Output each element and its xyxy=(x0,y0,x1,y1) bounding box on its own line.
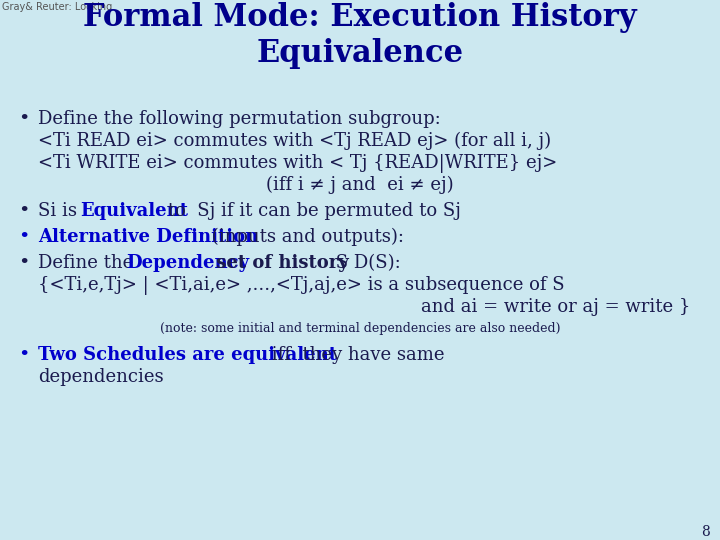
Text: set of history: set of history xyxy=(210,254,348,272)
Text: •: • xyxy=(18,202,30,220)
Text: (note: some initial and terminal dependencies are also needed): (note: some initial and terminal depende… xyxy=(160,322,560,335)
Text: {<Ti,e,Tj> | <Ti,ai,e> ,...,<Tj,aj,e> is a subsequence of S: {<Ti,e,Tj> | <Ti,ai,e> ,...,<Tj,aj,e> is… xyxy=(38,276,564,295)
Text: •: • xyxy=(18,228,30,246)
Text: Si is: Si is xyxy=(38,202,83,220)
Text: (inputs and outputs):: (inputs and outputs): xyxy=(206,228,404,246)
Text: (iff i ≠ j and  ei ≠ ej): (iff i ≠ j and ei ≠ ej) xyxy=(266,176,454,194)
Text: S D(S):: S D(S): xyxy=(330,254,401,272)
Text: <Ti READ ei> commutes with <Tj READ ej> (for all i, j): <Ti READ ei> commutes with <Tj READ ej> … xyxy=(38,132,551,150)
Text: Two Schedules are equivalent: Two Schedules are equivalent xyxy=(38,346,337,364)
Text: <Ti WRITE ei> commutes with < Tj {READ|WRITE} ej>: <Ti WRITE ei> commutes with < Tj {READ|W… xyxy=(38,154,557,173)
Text: to  Sj if it can be permuted to Sj: to Sj if it can be permuted to Sj xyxy=(162,202,461,220)
Text: 8: 8 xyxy=(701,525,710,539)
Text: Define the following permutation subgroup:: Define the following permutation subgrou… xyxy=(38,110,441,128)
Text: Alternative Definition: Alternative Definition xyxy=(38,228,258,246)
Text: •: • xyxy=(18,254,30,272)
Text: Formal Mode: Execution History: Formal Mode: Execution History xyxy=(84,2,636,33)
Text: dependencies: dependencies xyxy=(38,368,163,386)
Text: iff  they have same: iff they have same xyxy=(266,346,444,364)
Text: Gray& Reuter: Locking: Gray& Reuter: Locking xyxy=(2,2,112,12)
Text: •: • xyxy=(18,346,30,364)
Text: •: • xyxy=(18,110,30,128)
Text: Equivalent: Equivalent xyxy=(80,202,188,220)
Text: and ai = write or aj = write }: and ai = write or aj = write } xyxy=(420,298,690,316)
Text: Define the: Define the xyxy=(38,254,139,272)
Text: Equivalence: Equivalence xyxy=(256,38,464,69)
Text: Dependency: Dependency xyxy=(126,254,249,272)
